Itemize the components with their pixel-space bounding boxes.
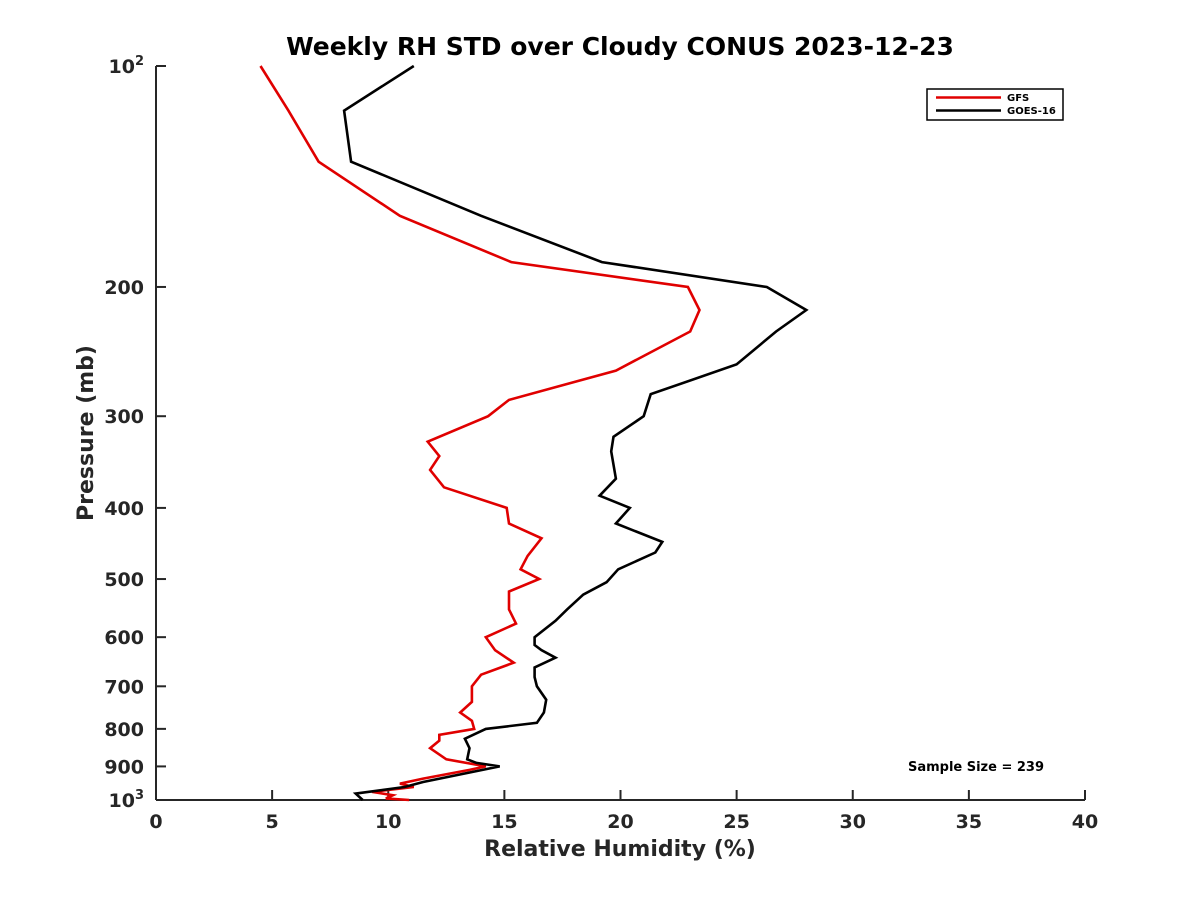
plot-lines — [259, 64, 809, 802]
y-tick-label: 400 — [104, 498, 144, 520]
legend: GFS GOES-16 — [926, 88, 1064, 121]
x-axis-label: Relative Humidity (%) — [484, 837, 756, 862]
y-tick-label: 102 — [109, 54, 145, 78]
x-tick-label: 30 — [840, 811, 866, 833]
x-tick-label: 20 — [607, 811, 633, 833]
y-tick-label: 600 — [104, 627, 144, 649]
y-tick-label: 103 — [109, 788, 145, 812]
y-tick-label: 800 — [104, 719, 144, 741]
x-tick-label: 15 — [491, 811, 517, 833]
x-tick-label: 5 — [266, 811, 279, 833]
chart-title: Weekly RH STD over Cloudy CONUS 2023-12-… — [286, 32, 954, 61]
y-tick-label: 500 — [104, 569, 144, 591]
y-tick-label: 900 — [104, 756, 144, 778]
x-tick-label: 0 — [149, 811, 162, 833]
x-tick-label: 35 — [956, 811, 982, 833]
sample-size-annotation: Sample Size = 239 — [908, 760, 1044, 775]
legend-box — [926, 88, 1064, 121]
y-tick-label: 300 — [104, 406, 144, 428]
y-axis-label: Pressure (mb) — [74, 345, 99, 521]
x-tick-label: 40 — [1072, 811, 1098, 833]
series-line-goes16 — [342, 64, 809, 801]
legend-label-gfs: GFS — [1007, 93, 1029, 104]
axes: 0 5 10 15 20 25 30 35 40 102 200 300 400 500 600 700 800… — [104, 54, 1098, 833]
series-line-gfs — [259, 65, 701, 802]
y-tick-label: 200 — [104, 277, 144, 299]
x-tick-label: 10 — [375, 811, 401, 833]
x-tick-label: 25 — [723, 811, 749, 833]
legend-label-goes16: GOES-16 — [1007, 106, 1056, 117]
y-tick-label: 700 — [104, 676, 144, 698]
